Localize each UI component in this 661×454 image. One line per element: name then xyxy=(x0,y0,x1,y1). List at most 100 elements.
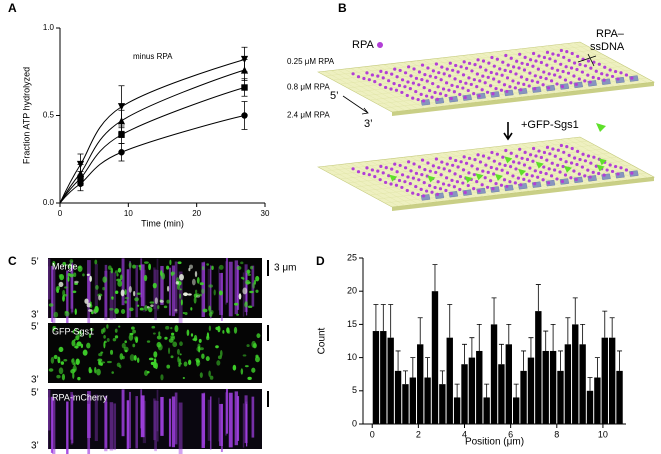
sgs1-spot xyxy=(48,368,54,372)
bar xyxy=(453,397,461,424)
rpa-bead xyxy=(421,99,426,103)
rpa-bead xyxy=(555,177,559,181)
rpa-bead xyxy=(408,86,412,91)
series-label: 2.4 μM RPA xyxy=(287,111,330,120)
rpa-bead xyxy=(499,183,504,187)
sgs1-spot xyxy=(50,356,55,364)
sgs1-spot xyxy=(139,265,142,271)
rpa-track xyxy=(66,401,69,454)
error-bar xyxy=(521,350,527,371)
rpa-bead xyxy=(469,82,473,87)
sgs1-spot xyxy=(174,325,179,333)
rpa-bead xyxy=(476,58,480,62)
bar xyxy=(579,344,586,424)
rpa-bead xyxy=(473,63,477,67)
sgs1-spot xyxy=(170,336,176,341)
series-label: 0.8 μM RPA xyxy=(287,83,330,92)
rpa-bead xyxy=(422,85,426,90)
rpa-bead xyxy=(517,161,521,165)
sgs1-spot xyxy=(208,284,214,288)
sgs1 xyxy=(518,168,527,176)
rpa-bead xyxy=(455,180,460,184)
rpa-bead xyxy=(436,180,440,184)
sgs1-spot xyxy=(53,311,59,318)
sgs1-spot xyxy=(89,275,92,282)
rpa-bead xyxy=(613,164,618,169)
rpa-bead xyxy=(561,69,565,74)
sgs1-spot xyxy=(89,327,94,332)
bar xyxy=(535,311,542,424)
bar xyxy=(483,397,490,424)
series-label: minus RPA xyxy=(133,52,173,61)
rpa-bead xyxy=(505,171,510,175)
rpa-track xyxy=(135,265,138,318)
rpa-bead xyxy=(441,87,446,91)
sgs1-spot xyxy=(129,354,135,362)
rpa-bead xyxy=(475,72,479,76)
sgs1-spot xyxy=(63,359,68,362)
rpa-bead xyxy=(463,95,467,100)
rpa-bead xyxy=(500,168,504,172)
rpa-bead xyxy=(533,74,537,78)
rpa-bead xyxy=(481,169,485,173)
y-tick-label: 15 xyxy=(347,319,357,329)
rpa-bead xyxy=(365,71,369,75)
sgs1-spot xyxy=(242,287,248,295)
rpa-bead xyxy=(564,160,568,164)
rpa-bead xyxy=(490,150,494,155)
rpa-bead xyxy=(519,75,524,79)
rpa-bead xyxy=(466,183,470,188)
rpa-track xyxy=(201,393,205,448)
rpa-bead xyxy=(522,82,526,86)
rpa-bead xyxy=(381,171,385,175)
rpa-track xyxy=(50,396,54,453)
rpa-bead xyxy=(478,79,482,83)
x-tick-label: 4 xyxy=(462,429,467,439)
x-tick-label: 10 xyxy=(124,209,133,218)
rpa-bead xyxy=(550,161,554,165)
rpa-ssdna-label: ssDNA xyxy=(590,41,625,53)
rpa-bead xyxy=(527,179,531,183)
bar xyxy=(542,350,549,424)
rpa-bead xyxy=(455,85,460,89)
sgs1-spot xyxy=(56,288,60,293)
rpa-bead xyxy=(472,187,476,191)
rpa-bead xyxy=(472,78,476,82)
rpa-bead xyxy=(516,176,520,180)
rpa-bead xyxy=(528,58,533,62)
bar xyxy=(608,337,616,424)
sgs1-spot xyxy=(150,361,155,366)
sgs1-spot xyxy=(117,267,122,273)
sgs1-spot xyxy=(110,349,114,355)
sgs1-spot xyxy=(132,329,136,334)
sgs1-spot xyxy=(109,307,114,311)
rpa-track xyxy=(168,267,172,316)
rpa-bead xyxy=(420,63,425,67)
rpa-bead xyxy=(589,66,593,70)
sgs1-spot xyxy=(73,272,77,277)
sgs1-spot xyxy=(69,259,74,264)
sgs1-spot xyxy=(60,361,65,365)
rpa-bead xyxy=(556,163,560,167)
sgs1-spot xyxy=(151,325,156,329)
fit-curve xyxy=(80,115,245,185)
rpa-track xyxy=(48,258,51,300)
rpa-bead xyxy=(451,163,455,167)
rpa-bead xyxy=(421,194,426,198)
rpa-bead xyxy=(439,78,443,82)
x-tick-label: 2 xyxy=(416,429,421,439)
sgs1-spot xyxy=(134,297,139,302)
rpa-bead xyxy=(390,167,394,171)
slab-grid xyxy=(325,45,588,77)
rpa-bead xyxy=(549,79,554,83)
rpa-bead xyxy=(489,165,493,170)
rpa-bead xyxy=(389,182,393,186)
rpa-bead xyxy=(486,170,490,174)
rpa-track xyxy=(140,264,145,307)
rpa-bead xyxy=(505,76,510,80)
sgs1-spot xyxy=(195,293,200,297)
sgs1-spot xyxy=(58,281,64,288)
rpa-bead xyxy=(501,60,505,64)
sgs1-spot xyxy=(195,289,198,294)
marker xyxy=(240,66,249,74)
